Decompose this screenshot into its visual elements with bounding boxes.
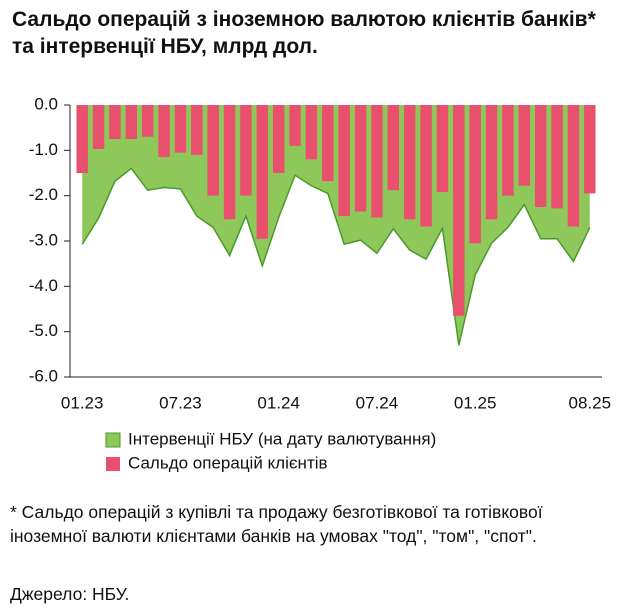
bar xyxy=(453,105,465,316)
bar xyxy=(469,105,481,244)
bar xyxy=(125,105,138,139)
bar xyxy=(518,105,531,186)
bar xyxy=(338,105,350,217)
y-tick-label: 0.0 xyxy=(34,94,58,113)
bar xyxy=(354,105,367,212)
x-tick-label: 08.25 xyxy=(569,393,612,412)
chart-title: Сальдо операцій з іноземною валютою кліє… xyxy=(12,8,596,58)
bar xyxy=(436,105,449,193)
legend-swatch xyxy=(106,457,120,471)
bar xyxy=(174,105,187,153)
bar xyxy=(207,105,219,196)
bar xyxy=(534,105,547,207)
x-tick-label: 01.25 xyxy=(454,393,497,412)
bar xyxy=(322,105,334,182)
bar xyxy=(584,105,596,194)
bar xyxy=(289,105,301,146)
y-tick-label: -4.0 xyxy=(29,276,58,295)
bar xyxy=(109,105,121,139)
bar xyxy=(272,105,285,173)
bar xyxy=(371,105,383,218)
legend-label: Сальдо операцій клієнтів xyxy=(128,453,328,472)
bar xyxy=(240,105,252,196)
bar xyxy=(223,105,236,220)
x-tick-label: 01.23 xyxy=(61,393,104,412)
legend-swatch xyxy=(105,432,121,448)
x-tick-label: 07.23 xyxy=(159,393,202,412)
chart: 0.0 -1.0 -2.0 -3.0 -4.0 -5.0 -6.001.23 07.23 01.… xyxy=(29,94,612,472)
area-line xyxy=(81,167,591,346)
bar xyxy=(191,105,203,155)
bar xyxy=(551,105,563,209)
bar xyxy=(387,105,400,191)
source: Джерело: НБУ. xyxy=(10,584,130,604)
bar xyxy=(158,105,170,158)
bar xyxy=(502,105,514,196)
y-tick-label: -1.0 xyxy=(29,140,58,159)
footnote: * Сальдо операцій з купівлі та продажу б… xyxy=(10,502,543,546)
bar xyxy=(141,105,154,137)
bar xyxy=(92,105,105,149)
bar xyxy=(403,105,416,220)
bar xyxy=(305,105,318,160)
bar xyxy=(76,105,88,173)
y-tick-label: -3.0 xyxy=(29,230,58,249)
y-tick-label: -2.0 xyxy=(29,185,58,204)
bar xyxy=(485,105,498,220)
x-tick-label: 01.24 xyxy=(257,393,300,412)
y-tick-label: -6.0 xyxy=(29,366,58,385)
bar xyxy=(256,105,269,239)
x-tick-label: 07.24 xyxy=(356,393,399,412)
legend-label: Інтервенції НБУ (на дату валютування) xyxy=(128,429,436,448)
bar xyxy=(420,105,432,227)
bar xyxy=(567,105,580,227)
y-tick-label: -5.0 xyxy=(29,321,58,340)
